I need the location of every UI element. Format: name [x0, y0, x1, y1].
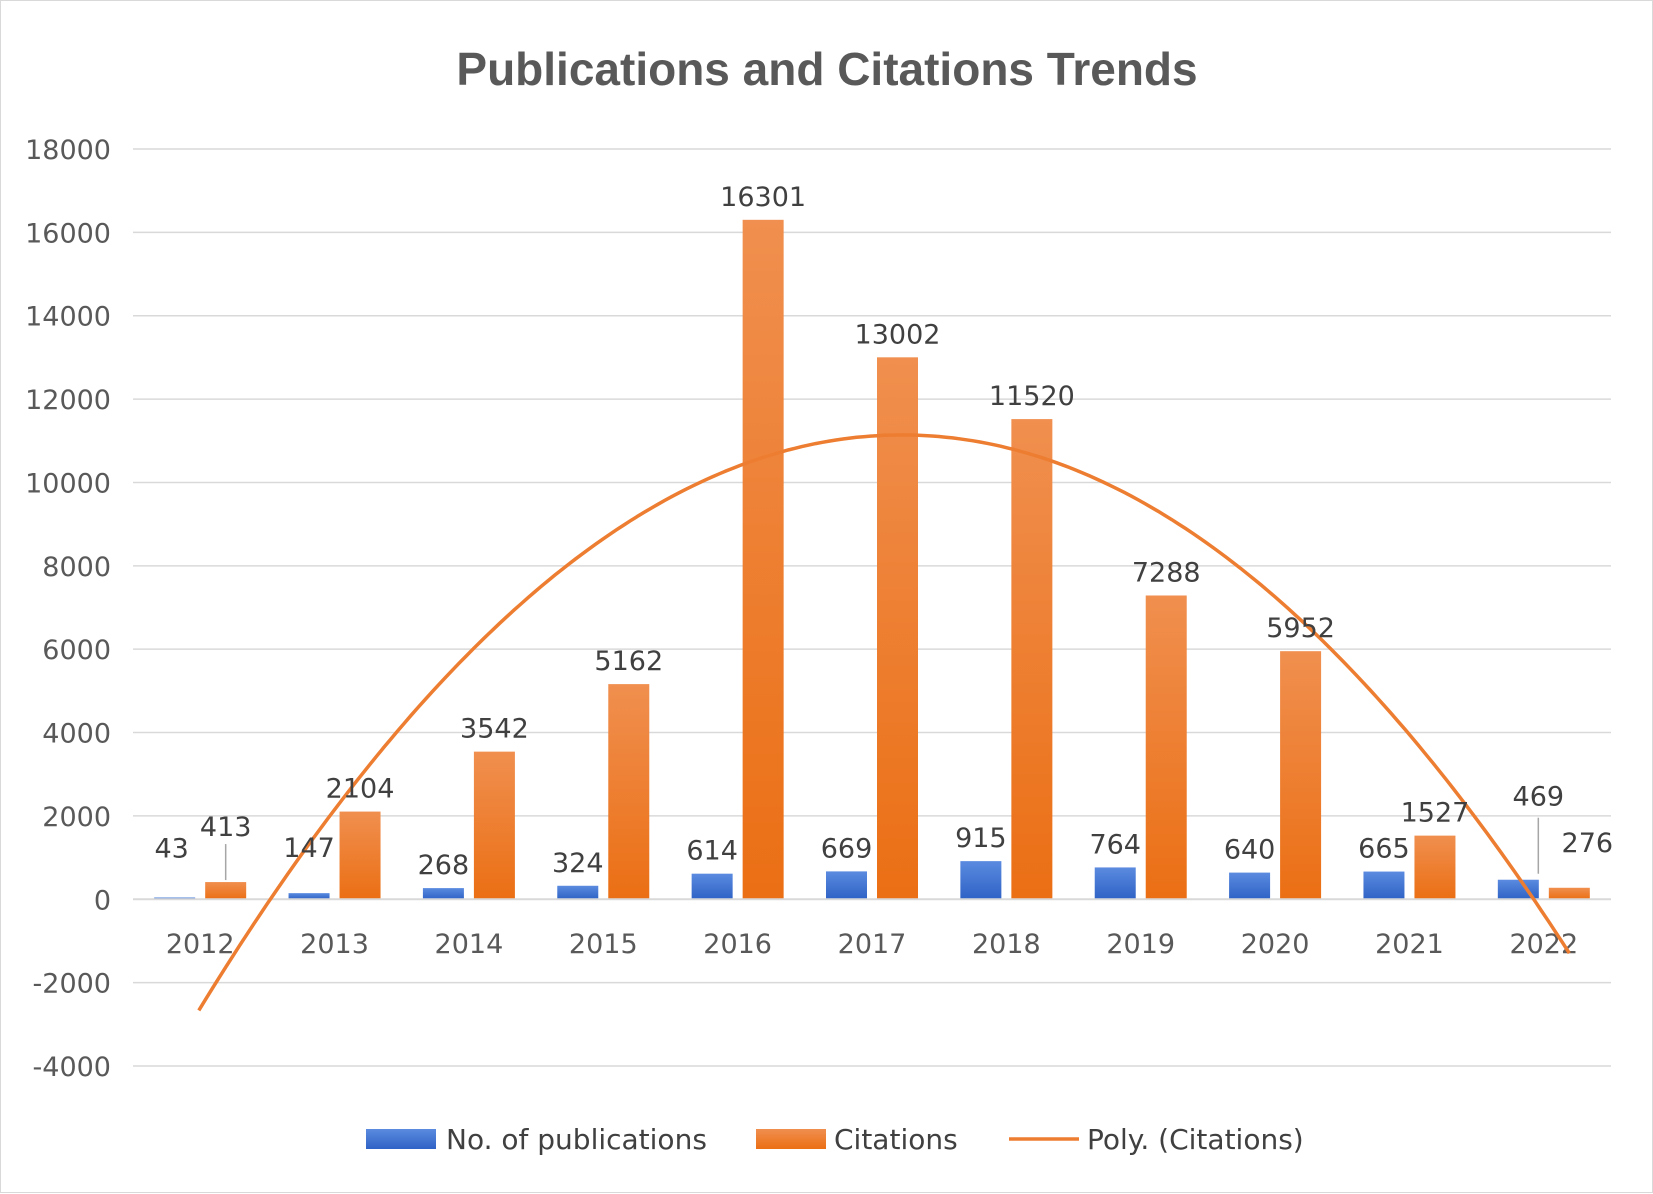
chart-title: Publications and Citations Trends — [456, 43, 1197, 95]
trendline — [197, 433, 1571, 1012]
citations-bar — [877, 357, 918, 900]
y-tick-label: -2000 — [33, 969, 111, 1000]
y-tick-label: -4000 — [33, 1052, 111, 1083]
citations-data-label: 1527 — [1401, 798, 1470, 829]
citations-bar — [608, 684, 650, 900]
legend-publications-swatch — [366, 1129, 436, 1149]
citations-bar — [1548, 887, 1590, 900]
publications-bar — [1229, 872, 1271, 900]
citations-trendline — [197, 433, 1571, 1012]
legend: No. of publications Citations Poly. (Citat… — [366, 1123, 1304, 1156]
x-tick-label: 2018 — [972, 929, 1041, 960]
x-tick-label: 2020 — [1241, 929, 1310, 960]
legend-citations-swatch — [756, 1129, 826, 1149]
citations-bar — [339, 811, 381, 900]
x-tick-label: 2017 — [838, 929, 907, 960]
publications-data-label: 614 — [686, 836, 738, 867]
citations-data-label: 5162 — [594, 646, 663, 677]
y-tick-label: 2000 — [42, 802, 111, 833]
publications-bar — [422, 888, 464, 900]
y-tick-label: 14000 — [25, 302, 111, 333]
publications-bar — [557, 885, 599, 900]
citations-data-label: 7288 — [1132, 557, 1201, 588]
gridlines — [133, 148, 1611, 1067]
bars — [154, 219, 1590, 900]
citations-data-label: 413 — [200, 812, 252, 843]
y-axis-ticks: 18000 16000 14000 12000 10000 8000 6000 4000 200… — [25, 135, 111, 1083]
y-tick-label: 18000 — [25, 135, 111, 166]
publications-data-label: 640 — [1224, 835, 1276, 866]
x-tick-label: 2012 — [166, 929, 235, 960]
citations-bar — [1011, 419, 1053, 900]
publications-data-label: 324 — [552, 848, 604, 879]
legend-publications-label: No. of publications — [446, 1123, 707, 1156]
citations-bar — [473, 751, 515, 900]
citations-bar — [205, 882, 247, 900]
x-tick-label: 2022 — [1509, 929, 1578, 960]
citations-bar — [742, 219, 784, 900]
publications-data-label: 665 — [1358, 834, 1410, 865]
publications-bar — [691, 873, 733, 900]
citations-bar — [1145, 595, 1187, 900]
x-tick-label: 2015 — [569, 929, 638, 960]
publications-data-label: 268 — [418, 850, 470, 881]
x-tick-label: 2016 — [703, 929, 772, 960]
publications-bar — [288, 893, 330, 900]
publications-bar — [1094, 867, 1136, 900]
data-labels: 43 413 147 2104 268 3542 324 5162 614 16301 669 130… — [155, 182, 1614, 881]
x-tick-label: 2021 — [1375, 929, 1444, 960]
y-tick-label: 8000 — [42, 552, 111, 583]
citations-bar — [1414, 835, 1456, 900]
x-tick-label: 2019 — [1106, 929, 1175, 960]
publications-data-label: 469 — [1513, 782, 1565, 813]
y-tick-label: 4000 — [42, 719, 111, 750]
x-tick-label: 2013 — [300, 929, 369, 960]
y-tick-label: 12000 — [25, 385, 111, 416]
x-tick-label: 2014 — [435, 929, 504, 960]
citations-data-label: 16301 — [720, 182, 806, 213]
legend-trendline-label: Poly. (Citations) — [1087, 1123, 1304, 1156]
y-tick-label: 16000 — [25, 218, 111, 249]
publications-bar — [1363, 871, 1405, 900]
publications-data-label: 764 — [1089, 829, 1141, 860]
citations-data-label: 11520 — [989, 381, 1075, 412]
legend-citations-label: Citations — [834, 1123, 958, 1156]
citations-data-label: 13002 — [855, 319, 941, 350]
publications-bar — [826, 871, 867, 900]
citations-data-label: 5952 — [1266, 613, 1335, 644]
publications-bar — [960, 861, 1002, 900]
citations-data-label: 2104 — [326, 774, 395, 805]
citations-data-label: 276 — [1562, 828, 1614, 859]
x-axis-ticks: 2012 2013 2014 2015 2016 2017 2018 2019 2020 2021… — [166, 929, 1578, 960]
y-tick-label: 10000 — [25, 468, 111, 499]
publications-data-label: 43 — [155, 833, 189, 864]
y-tick-label: 0 — [94, 885, 111, 916]
citations-data-label: 3542 — [460, 714, 529, 745]
citations-bar — [1280, 651, 1322, 900]
publications-data-label: 669 — [821, 833, 873, 864]
y-tick-label: 6000 — [42, 635, 111, 666]
publications-data-label: 915 — [955, 823, 1007, 854]
publications-data-label: 147 — [283, 833, 335, 864]
